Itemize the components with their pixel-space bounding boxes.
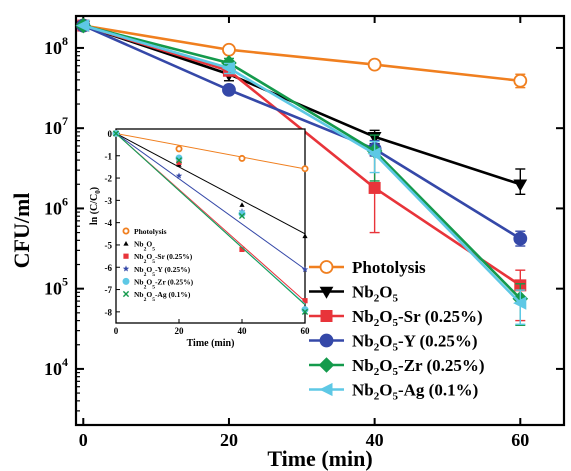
x-tick-label: 60: [511, 430, 529, 450]
inset-data-point: [112, 130, 120, 137]
legend-label: Photolysis: [352, 258, 426, 277]
inset-y-axis-label: ln (C/C0): [89, 187, 102, 225]
inset-series-5: [112, 130, 309, 315]
data-point: [513, 296, 527, 310]
x-tick-label: 20: [220, 430, 238, 450]
inset-legend-marker: [123, 253, 129, 259]
inset-fit-line: [115, 132, 306, 170]
data-point: [368, 181, 381, 194]
inset-y-tick-label: -7: [105, 285, 113, 295]
inset-data-point: [175, 157, 183, 164]
inset-legend-label: Nb2O5-Ag (0.1%): [134, 290, 191, 303]
inset-legend-marker: [123, 241, 129, 246]
y-tick-label: 107: [44, 114, 68, 138]
data-point: [76, 18, 90, 33]
inset-y-tick-label: -4: [105, 218, 113, 228]
legend-marker: [319, 333, 334, 348]
inset-x-tick-label: 40: [238, 326, 248, 336]
data-point: [222, 42, 236, 57]
inset-y-tick-label: -8: [105, 307, 113, 317]
data-point: [367, 57, 382, 72]
inset-data-point: [302, 298, 308, 304]
inset-legend-label: Nb2O5​: [134, 240, 155, 253]
inset-legend-label: Nb2O5-Y (0.25%): [134, 265, 191, 278]
legend-marker: [319, 286, 334, 299]
inset-x-axis-label: Time (min): [187, 338, 235, 349]
y-tick-label: 108: [44, 34, 68, 58]
inset-data-point: [302, 233, 308, 239]
legend-label: Nb2O5-Sr (0.25%): [352, 307, 483, 329]
inset-legend: Photolysis Nb2O5​Nb2O5-Sr (0.25%)Nb2O5-Y …: [122, 227, 194, 303]
inset-data-point: [175, 145, 183, 153]
inset-legend-label: Nb2O5-Zr (0.25%): [134, 277, 194, 290]
data-point: [221, 61, 235, 75]
legend-marker: [319, 382, 333, 397]
y-axis-label: CFU/ml: [9, 193, 34, 269]
inset-data-point: [175, 172, 183, 179]
inset-legend-label: Nb2O5-Sr (0.25%): [134, 252, 193, 265]
main-plot: 0 20 40 60 104 105 106 107 108 Time (min) CFU/ml Ph…: [9, 14, 566, 471]
data-point: [513, 179, 528, 192]
inset-data-point: [239, 246, 245, 253]
inset-data-point: [238, 212, 246, 220]
y-tick-label: 105: [44, 275, 68, 299]
inset-legend-label: Photolysis: [134, 227, 167, 236]
legend-marker: [319, 260, 334, 274]
series-line: [83, 24, 521, 83]
inset-legend-marker: [122, 277, 130, 285]
data-point: [513, 73, 528, 88]
legend-marker: [320, 310, 333, 322]
inset-fit-line: [115, 133, 306, 270]
inset-y-tick-label: -6: [105, 263, 113, 273]
inset-fit-line: [115, 133, 306, 306]
inset-data-point: [301, 165, 309, 173]
data-point: [367, 147, 381, 161]
legend-label: Nb2O5-Y (0.25%): [352, 332, 478, 354]
inset-y-tick-label: 0: [108, 129, 113, 139]
inset-legend-marker: [122, 290, 130, 298]
inset-x-tick-label: 60: [301, 326, 311, 336]
inset-legend-marker: [122, 265, 130, 272]
x-tick-label: 40: [366, 430, 384, 450]
inset-y-tick-label: -3: [105, 196, 113, 206]
inset-x-tick-label: 20: [175, 326, 185, 336]
y-tick-label: 106: [44, 194, 68, 218]
main-legend: Photolysis Nb2O5​Nb2O5-Sr (0.25%) Nb2O5-Y …: [309, 258, 485, 403]
inset-y-tick-label: -5: [105, 240, 113, 250]
data-point: [222, 82, 236, 97]
inset-legend-marker: [122, 227, 130, 235]
legend-label: Nb2O5​: [352, 283, 398, 305]
inset-data-point: [301, 266, 309, 273]
legend-label: Nb2O5-Zr (0.25%): [352, 356, 485, 378]
series-line: [82, 24, 522, 305]
series-line: [82, 24, 521, 240]
legend-marker: [318, 357, 335, 373]
series-5: [76, 18, 527, 325]
inset-y-tick-label: -2: [105, 174, 113, 184]
inset-fit-line: [115, 133, 306, 235]
x-tick-label: 0: [79, 430, 88, 450]
legend-label: Nb2O5-Ag (0.1%): [352, 381, 478, 403]
series-line: [82, 24, 522, 300]
inset-data-point: [238, 154, 246, 162]
inset-data-point: [176, 159, 182, 166]
inset-plot: 0 20 40 60 0 -1 -2 -3 -4 -5 -6 -7 -8 Time (min) ln (C/…: [89, 128, 311, 349]
y-tick-label: 104: [44, 355, 68, 379]
inset-x-tick-label: 0: [114, 326, 119, 336]
inset-data-point: [239, 202, 245, 207]
inset-data-point: [301, 308, 309, 315]
x-axis-label: Time (min): [267, 446, 372, 471]
data-point: [513, 231, 528, 246]
inset-y-tick-label: -1: [105, 151, 113, 161]
